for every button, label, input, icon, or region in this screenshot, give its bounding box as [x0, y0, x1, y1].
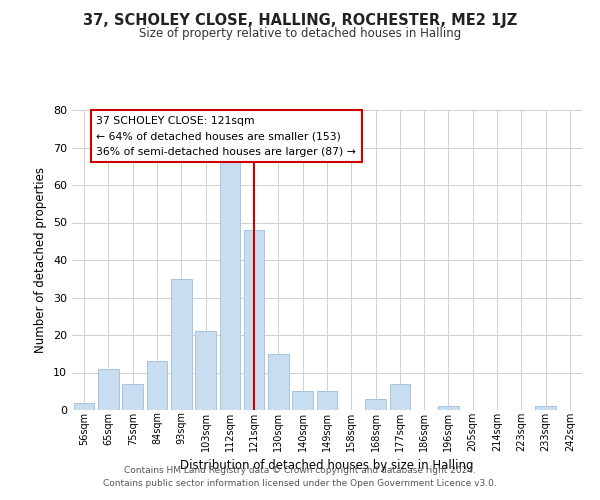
Bar — [317, 391, 337, 410]
Text: Contains HM Land Registry data © Crown copyright and database right 2024.
Contai: Contains HM Land Registry data © Crown c… — [103, 466, 497, 487]
Bar — [171, 279, 191, 410]
Text: 37 SCHOLEY CLOSE: 121sqm
← 64% of detached houses are smaller (153)
36% of semi-: 37 SCHOLEY CLOSE: 121sqm ← 64% of detach… — [96, 116, 356, 157]
Bar — [244, 230, 265, 410]
Bar — [389, 384, 410, 410]
Bar — [438, 406, 459, 410]
Bar — [74, 402, 94, 410]
Bar — [292, 391, 313, 410]
Bar — [98, 369, 119, 410]
Bar — [146, 361, 167, 410]
Bar — [365, 399, 386, 410]
Y-axis label: Number of detached properties: Number of detached properties — [34, 167, 47, 353]
Bar — [195, 331, 216, 410]
Text: 37, SCHOLEY CLOSE, HALLING, ROCHESTER, ME2 1JZ: 37, SCHOLEY CLOSE, HALLING, ROCHESTER, M… — [83, 12, 517, 28]
Bar — [535, 406, 556, 410]
Bar — [220, 155, 240, 410]
Bar — [122, 384, 143, 410]
Bar — [268, 354, 289, 410]
X-axis label: Distribution of detached houses by size in Halling: Distribution of detached houses by size … — [180, 459, 474, 472]
Text: Size of property relative to detached houses in Halling: Size of property relative to detached ho… — [139, 28, 461, 40]
